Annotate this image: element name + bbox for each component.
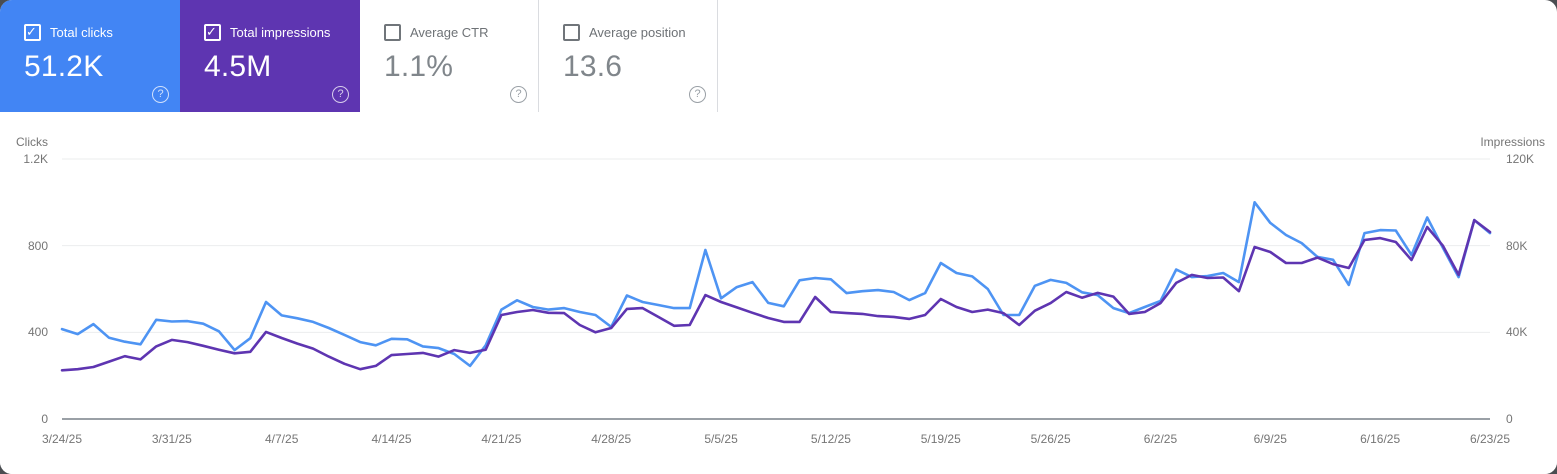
x-axis-tick: 6/2/25 — [1143, 432, 1178, 446]
left-axis-tick: 0 — [41, 412, 48, 426]
clicks-line — [60, 201, 1492, 368]
right-axis-tick: 120K — [1506, 152, 1535, 166]
x-axis-tick: 3/31/25 — [151, 432, 192, 446]
right-axis-tick: 0 — [1506, 412, 1513, 426]
x-axis-tick: 4/28/25 — [591, 432, 632, 446]
right-axis-tick: 40K — [1506, 325, 1528, 340]
x-axis-tick: 5/19/25 — [920, 432, 961, 446]
metric-card-total-impressions[interactable]: Total impressions 4.5M — [180, 0, 360, 112]
left-axis-tick: 400 — [27, 325, 48, 340]
card-head: Total impressions — [204, 24, 360, 41]
x-axis-tick: 6/16/25 — [1360, 432, 1401, 446]
card-head: Average CTR — [384, 24, 538, 41]
x-axis-tick: 4/7/25 — [265, 432, 299, 446]
help-icon[interactable] — [332, 86, 349, 103]
right-axis-title: Impressions — [1480, 135, 1545, 149]
x-axis-tick: 5/12/25 — [810, 432, 851, 446]
card-label: Average position — [589, 25, 686, 40]
checkbox-unchecked-icon[interactable] — [563, 24, 580, 41]
card-label: Average CTR — [410, 25, 489, 40]
checkbox-checked-icon[interactable] — [204, 24, 221, 41]
checkbox-unchecked-icon[interactable] — [384, 24, 401, 41]
chart-canvas — [60, 158, 1492, 420]
metric-card-average-position[interactable]: Average position 13.6 — [539, 0, 718, 112]
x-axis-tick: 5/26/25 — [1030, 432, 1071, 446]
x-axis-tick: 6/9/25 — [1253, 432, 1287, 446]
total-clicks-value: 51.2K — [24, 50, 104, 83]
right-axis: 120K 80K 40K 0 — [1506, 112, 1556, 474]
checkbox-checked-icon[interactable] — [24, 24, 41, 41]
left-axis-title: Clicks — [16, 135, 48, 149]
help-icon[interactable] — [510, 86, 527, 103]
x-axis-tick: 6/23/25 — [1469, 432, 1511, 446]
metric-cards-row: Total clicks 51.2K Total impressions 4.5… — [0, 0, 721, 113]
x-axis-tick: 4/21/25 — [481, 432, 522, 446]
x-axis-tick: 3/24/25 — [41, 432, 83, 446]
x-axis-tick: 5/5/25 — [704, 432, 738, 446]
help-icon[interactable] — [689, 86, 706, 103]
right-axis-tick: 80K — [1506, 238, 1528, 253]
left-axis-tick: 800 — [27, 238, 48, 253]
average-position-value: 13.6 — [563, 50, 623, 83]
card-label: Total impressions — [230, 25, 331, 40]
total-impressions-value: 4.5M — [204, 50, 272, 83]
left-axis: Clicks 1.2K 800 400 0 — [0, 112, 48, 474]
x-axis-tick: 4/14/25 — [371, 432, 412, 446]
left-axis-tick: 1.2K — [23, 152, 48, 166]
card-label: Total clicks — [50, 25, 113, 40]
card-head: Total clicks — [24, 24, 180, 41]
average-ctr-value: 1.1% — [384, 50, 454, 83]
metric-card-average-ctr[interactable]: Average CTR 1.1% — [360, 0, 539, 112]
impressions-line — [60, 218, 1492, 372]
performance-chart: Clicks 1.2K 800 400 0 120K 80K 40K 0 Impressio… — [0, 112, 1557, 474]
help-icon[interactable] — [152, 86, 169, 103]
metric-card-total-clicks[interactable]: Total clicks 51.2K — [0, 0, 180, 112]
card-head: Average position — [563, 24, 717, 41]
